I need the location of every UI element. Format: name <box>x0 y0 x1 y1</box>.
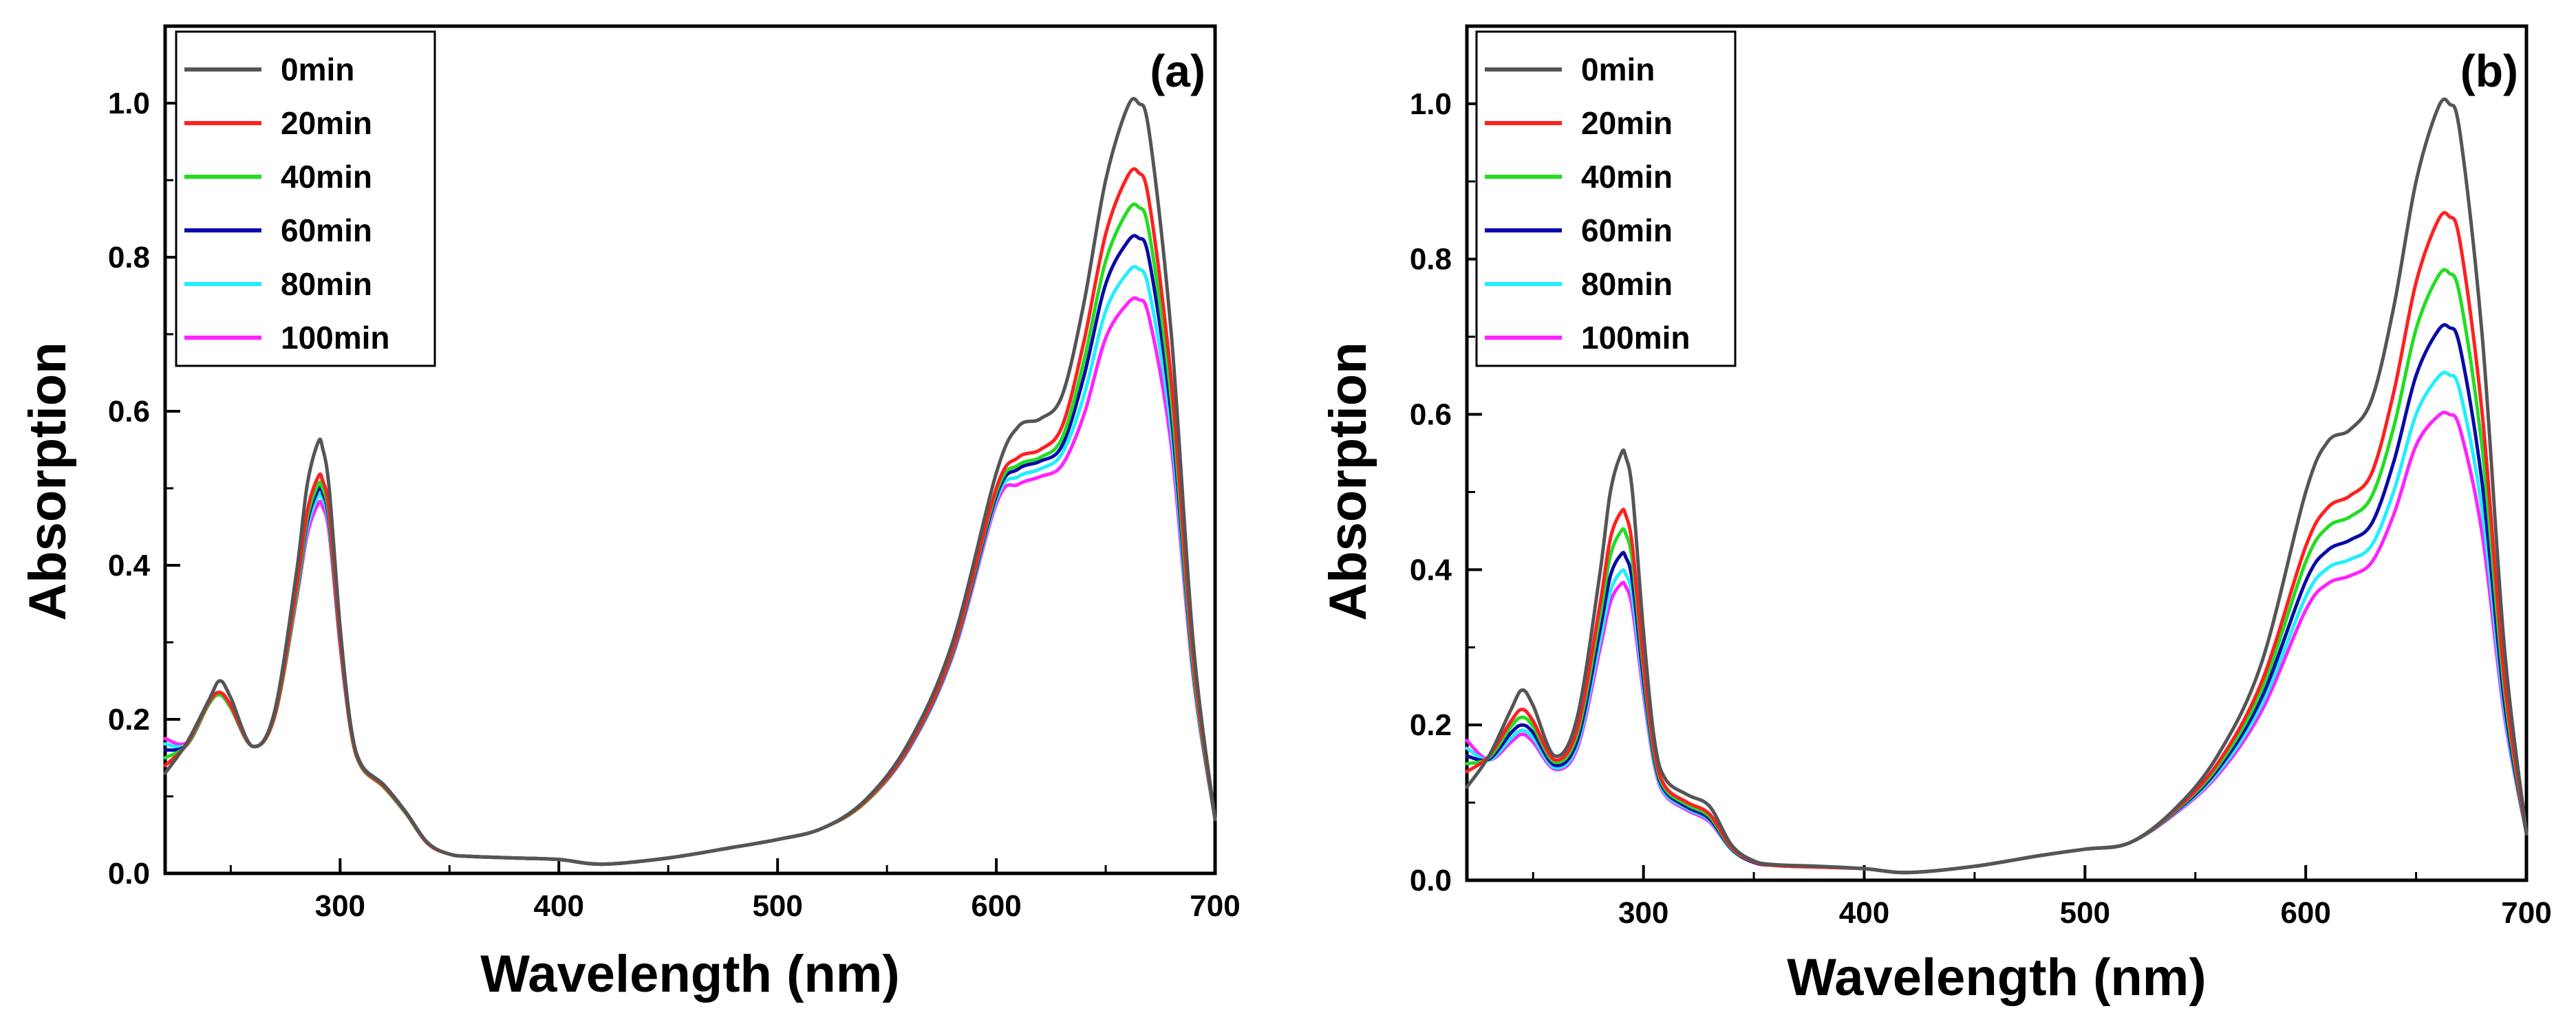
x-tick-label: 500 <box>2060 896 2110 930</box>
legend-label: 100min <box>1581 320 1690 356</box>
y-tick-label: 1.0 <box>108 87 150 120</box>
panel-label: (a) <box>1150 45 1205 96</box>
plot-frame <box>1465 24 2529 882</box>
y-tick-label: 0.0 <box>1410 864 1452 897</box>
legend-label: 80min <box>1581 266 1673 302</box>
legend-label: 80min <box>281 266 372 302</box>
y-axis-title: Absorption <box>1319 342 1377 620</box>
x-tick-label: 700 <box>2501 896 2551 930</box>
plot-frame <box>163 24 1217 875</box>
y-tick-label: 0.4 <box>1410 553 1452 587</box>
x-tick-label: 700 <box>1190 889 1240 923</box>
y-tick-label: 0.6 <box>108 395 150 428</box>
legend-label: 0min <box>1581 52 1655 87</box>
series-line-0min <box>163 96 1217 867</box>
legend-label: 20min <box>281 105 372 141</box>
legend-label: 0min <box>281 52 354 87</box>
legend-box <box>1475 30 1737 367</box>
legend: 0min 20min 40min 60min 80min 100min <box>175 30 436 367</box>
x-tick-label: 300 <box>1618 896 1668 930</box>
series-line-80min <box>1465 371 2529 875</box>
y-tick-label: 0.8 <box>1410 243 1452 276</box>
legend-label: 40min <box>281 159 372 195</box>
x-axis: 300 400 500 600 700 <box>229 858 1241 923</box>
x-tick-label: 600 <box>971 889 1021 923</box>
y-axis-title: Absorption <box>19 342 77 620</box>
y-axis: 0.0 0.2 0.4 0.6 0.8 1.0 <box>1410 87 1482 897</box>
legend-box <box>175 30 436 367</box>
legend-label: 100min <box>281 320 390 356</box>
y-tick-label: 0.6 <box>1410 398 1452 432</box>
series-line-0min <box>1465 97 2529 875</box>
y-tick-label: 0.4 <box>108 549 151 582</box>
series-line-100min <box>163 296 1217 867</box>
y-tick-label: 0.8 <box>108 241 150 274</box>
x-axis-title: Wavelength (nm) <box>1787 948 2206 1007</box>
panel-label: (b) <box>2460 45 2518 96</box>
y-tick-label: 0.2 <box>1410 708 1452 742</box>
y-axis: 0.0 0.2 0.4 0.6 0.8 1.0 <box>108 87 180 891</box>
chart-panel-a: 0.0 0.2 0.4 0.6 0.8 1.0 300 400 500 600 700 Absor… <box>19 24 1241 1003</box>
x-tick-label: 400 <box>534 889 584 923</box>
x-tick-label: 400 <box>1839 896 1889 930</box>
y-tick-label: 0.0 <box>108 857 150 891</box>
series-lines <box>163 96 1217 867</box>
legend-label: 20min <box>1581 105 1673 141</box>
x-tick-label: 500 <box>752 889 802 923</box>
y-tick-label: 0.2 <box>108 703 150 737</box>
legend: 0min 20min 40min 60min 80min 100min <box>1475 30 1737 367</box>
chart-panel-b: 0.0 0.2 0.4 0.6 0.8 1.0 300 400 500 600 700 Absor… <box>1319 24 2552 1007</box>
x-tick-label: 300 <box>315 889 365 923</box>
x-tick-label: 600 <box>2280 896 2330 930</box>
legend-label: 60min <box>281 213 372 248</box>
y-tick-label: 1.0 <box>1410 87 1452 121</box>
series-lines <box>1465 97 2529 875</box>
x-axis: 300 400 500 600 700 <box>1532 865 2552 930</box>
legend-label: 40min <box>1581 159 1673 195</box>
x-axis-title: Wavelength (nm) <box>480 945 899 1003</box>
legend-label: 60min <box>1581 213 1673 248</box>
